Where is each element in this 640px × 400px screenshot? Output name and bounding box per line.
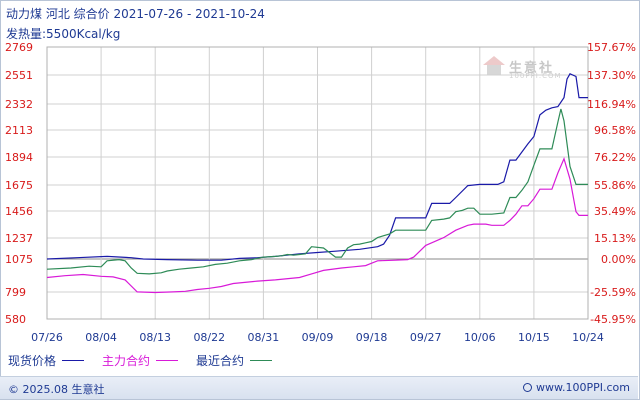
y-right-tick-label: -25.59% xyxy=(590,286,636,299)
x-tick-label: 10/15 xyxy=(518,331,550,344)
legend-label-spot: 现货价格 xyxy=(8,353,57,368)
x-axis-labels: 07/26 08/04 08/13 08/22 08/31 09/09 09/18 09/27… xyxy=(31,331,604,344)
website-text: www.100PPI.com xyxy=(536,381,630,394)
legend-line-main xyxy=(156,359,179,361)
x-tick-label: 07/26 xyxy=(31,331,63,344)
watermark: 生意社 100PPI.COM xyxy=(483,56,561,80)
legend-item-nearest: 最近合约 xyxy=(196,352,273,369)
legend-line-spot xyxy=(62,359,85,361)
y-right-tick-label: 76.22% xyxy=(594,151,636,164)
copyright-text: © 2025.08 生意社 xyxy=(8,383,105,396)
chart-title: 动力煤 河北 综合价 2021-07-26 - 2021-10-24 xyxy=(6,7,265,21)
x-tick-label: 09/09 xyxy=(302,331,334,344)
legend: 现货价格 主力合约 最近合约 xyxy=(8,352,290,368)
y-right-tick-label: 35.49% xyxy=(594,205,636,218)
watermark-sub: 100PPI.COM xyxy=(509,72,562,80)
footer-bar: © 2025.08 生意社 www.100PPI.com xyxy=(0,376,638,399)
y-left-tick-label: 1894 xyxy=(5,151,33,164)
y-left-tick-label: 2551 xyxy=(5,69,33,82)
y-right-tick-label: -45.95% xyxy=(590,313,636,326)
y-right-tick-label: 0.00% xyxy=(601,253,636,266)
x-tick-label: 10/06 xyxy=(464,331,496,344)
y-left-tick-label: 1675 xyxy=(5,179,33,192)
grid-lines xyxy=(46,46,589,320)
y-right-tick-label: 96.58% xyxy=(594,124,636,137)
series-line-0 xyxy=(46,73,588,261)
x-tick-label: 08/04 xyxy=(85,331,117,344)
y-right-tick-label: 15.13% xyxy=(594,232,636,245)
globe-icon xyxy=(523,383,533,392)
line-chart: 2769 2551 2332 2113 1894 1675 1456 1237 1075 799 5… xyxy=(5,41,636,344)
series-line-2 xyxy=(46,108,588,275)
y-axis-right-labels: 157.67% 137.30% 116.94% 96.58% 76.22% 55.86% 3… xyxy=(587,41,636,326)
y-left-tick-label: 580 xyxy=(5,313,26,326)
watermark-text: 生意社 xyxy=(509,60,555,76)
y-left-tick-label: 799 xyxy=(5,286,26,299)
x-tick-label: 08/13 xyxy=(139,331,171,344)
house-logo-icon xyxy=(483,56,505,76)
y-right-tick-label: 55.86% xyxy=(594,179,636,192)
y-right-tick-label: 116.94% xyxy=(587,98,636,111)
legend-item-spot: 现货价格 xyxy=(8,352,85,369)
legend-item-main: 主力合约 xyxy=(102,352,179,369)
x-tick-label: 08/22 xyxy=(193,331,225,344)
website-link[interactable]: www.100PPI.com xyxy=(523,381,630,394)
y-left-tick-label: 1456 xyxy=(5,205,33,218)
legend-label-nearest: 最近合约 xyxy=(196,353,245,368)
y-axis-left-labels: 2769 2551 2332 2113 1894 1675 1456 1237 1075 799 5… xyxy=(5,41,33,326)
y-left-tick-label: 1237 xyxy=(5,232,33,245)
x-tick-label: 09/27 xyxy=(410,331,442,344)
y-left-tick-label: 2113 xyxy=(5,124,33,137)
x-tick-label: 08/31 xyxy=(248,331,280,344)
x-tick-label: 10/24 xyxy=(572,331,604,344)
x-tick-label: 09/18 xyxy=(356,331,388,344)
y-left-tick-label: 1075 xyxy=(5,253,33,266)
plot-border xyxy=(46,46,589,320)
y-left-tick-label: 2769 xyxy=(5,41,33,54)
legend-line-nearest xyxy=(250,359,273,361)
chart-subtitle: 发热量:5500Kcal/kg xyxy=(6,27,121,41)
legend-label-main: 主力合约 xyxy=(102,353,151,368)
y-left-tick-label: 2332 xyxy=(5,98,33,111)
y-right-tick-label: 137.30% xyxy=(587,69,636,82)
series-lines xyxy=(46,73,588,294)
y-right-tick-label: 157.67% xyxy=(587,41,636,54)
series-line-1 xyxy=(46,157,588,294)
